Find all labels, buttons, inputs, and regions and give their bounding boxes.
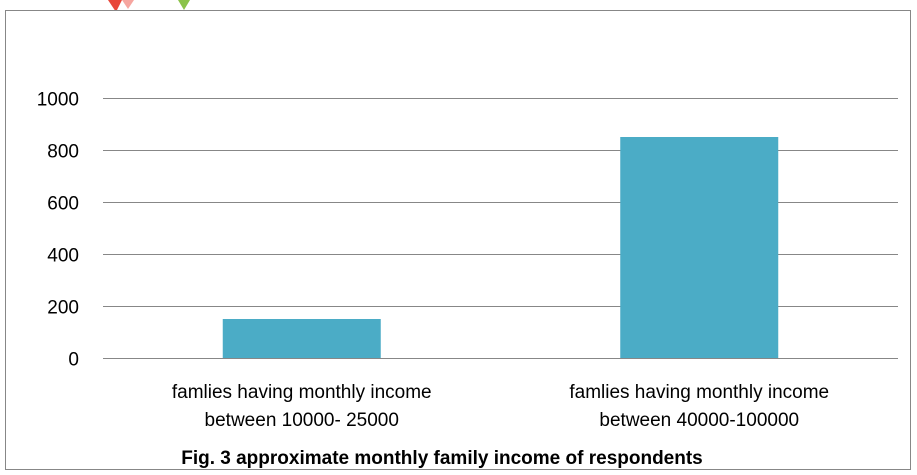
logo-shape-green: [178, 0, 190, 10]
category-label-2-line-1: famlies having monthly income: [569, 382, 829, 403]
logo-shape-pink: [122, 0, 134, 9]
y-tick-label: 200: [47, 298, 79, 319]
category-label-2-line-2: between 40000-100000: [599, 410, 799, 431]
bar-2: [620, 137, 779, 358]
figure-caption: Fig. 3 approximate monthly family income…: [181, 448, 703, 469]
y-tick-label: 1000: [37, 90, 79, 111]
category-label-1-line-1: famlies having monthly income: [172, 382, 432, 403]
y-tick-label: 0: [68, 350, 79, 371]
y-tick-label: 800: [47, 142, 79, 163]
x-axis-labels: famlies having monthly income between 100…: [172, 382, 829, 431]
bars: [222, 137, 779, 358]
y-tick-label: 600: [47, 194, 79, 215]
bar-1: [222, 319, 381, 358]
y-tick-label: 400: [47, 246, 79, 267]
logo-fragment: [108, 0, 190, 12]
y-axis-ticks: 0 200 400 600 800 1000: [37, 90, 79, 371]
category-label-1-line-2: between 10000- 25000: [205, 410, 399, 431]
logo-shape-red: [108, 0, 122, 12]
